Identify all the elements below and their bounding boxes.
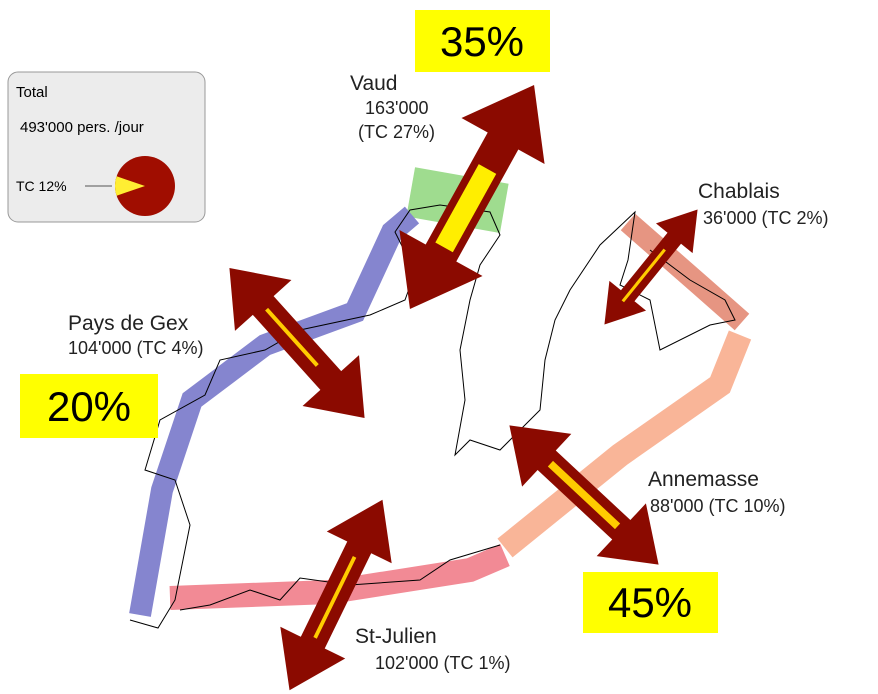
stjulien-arrow xyxy=(257,483,415,694)
highlight: 35% xyxy=(440,18,524,65)
region-flow: 36'000 (TC 2%) xyxy=(703,208,829,228)
region-flow: 163'000 xyxy=(365,98,429,118)
region-name: Vaud xyxy=(350,72,398,95)
inset-tc: TC 12% xyxy=(16,178,67,194)
inset-title: Total xyxy=(16,84,48,101)
annemasse-arrow xyxy=(484,399,684,591)
region-name: Pays de Gex xyxy=(68,312,189,335)
gex-band xyxy=(129,206,420,617)
inset-total: 493'000 pers. /jour xyxy=(20,119,144,136)
region-name: Chablais xyxy=(698,180,780,203)
region-flow: 88'000 (TC 10%) xyxy=(650,496,786,516)
highlight-box xyxy=(415,10,550,72)
gex-arrow xyxy=(201,242,393,444)
chablais-band xyxy=(620,213,750,331)
inset-pie-tc xyxy=(114,176,145,196)
region-flow: 102'000 (TC 1%) xyxy=(375,653,511,673)
region-flow: 104'000 (TC 4%) xyxy=(68,338,204,358)
region-tc: (TC 27%) xyxy=(358,122,435,142)
border-south xyxy=(179,544,501,611)
chablais-arrow xyxy=(586,194,716,340)
highlight: 45% xyxy=(608,579,692,626)
highlight-box xyxy=(20,374,158,438)
region-name: St-Julien xyxy=(355,625,437,648)
highlight-box xyxy=(583,572,718,633)
region-name: Annemasse xyxy=(648,468,759,491)
highlight: 20% xyxy=(47,383,131,430)
vaud-arrow xyxy=(368,62,576,332)
annemasse-band xyxy=(497,330,752,558)
